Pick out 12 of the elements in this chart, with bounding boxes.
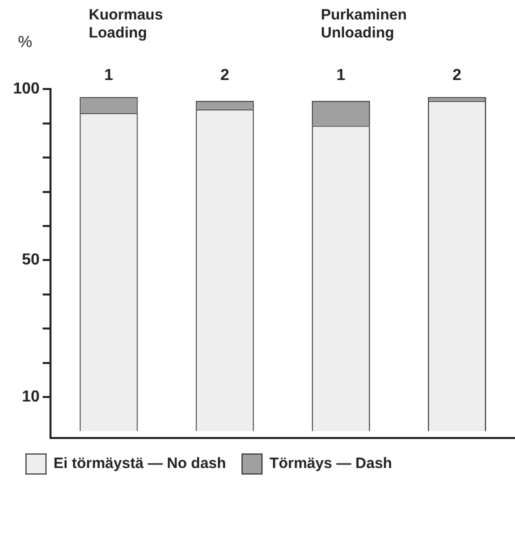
y-tick-label: 100: [12, 80, 40, 98]
legend-label: Törmäys — Dash: [270, 455, 392, 472]
y-axis-title: %: [18, 34, 32, 52]
x-tick-label: 1: [336, 67, 346, 84]
x-tick-label: 1: [104, 67, 114, 84]
x-tick-label: 2: [220, 67, 230, 84]
legend-label: Ei törmäystä — No dash: [54, 455, 226, 472]
x-tick-label: 2: [452, 67, 462, 84]
y-tick-label: 50: [22, 252, 40, 269]
text: Purkaminen Unloading: [320, 6, 407, 42]
text: Kuormaus Loading: [88, 6, 163, 42]
y-tick-label: 10: [22, 388, 40, 406]
